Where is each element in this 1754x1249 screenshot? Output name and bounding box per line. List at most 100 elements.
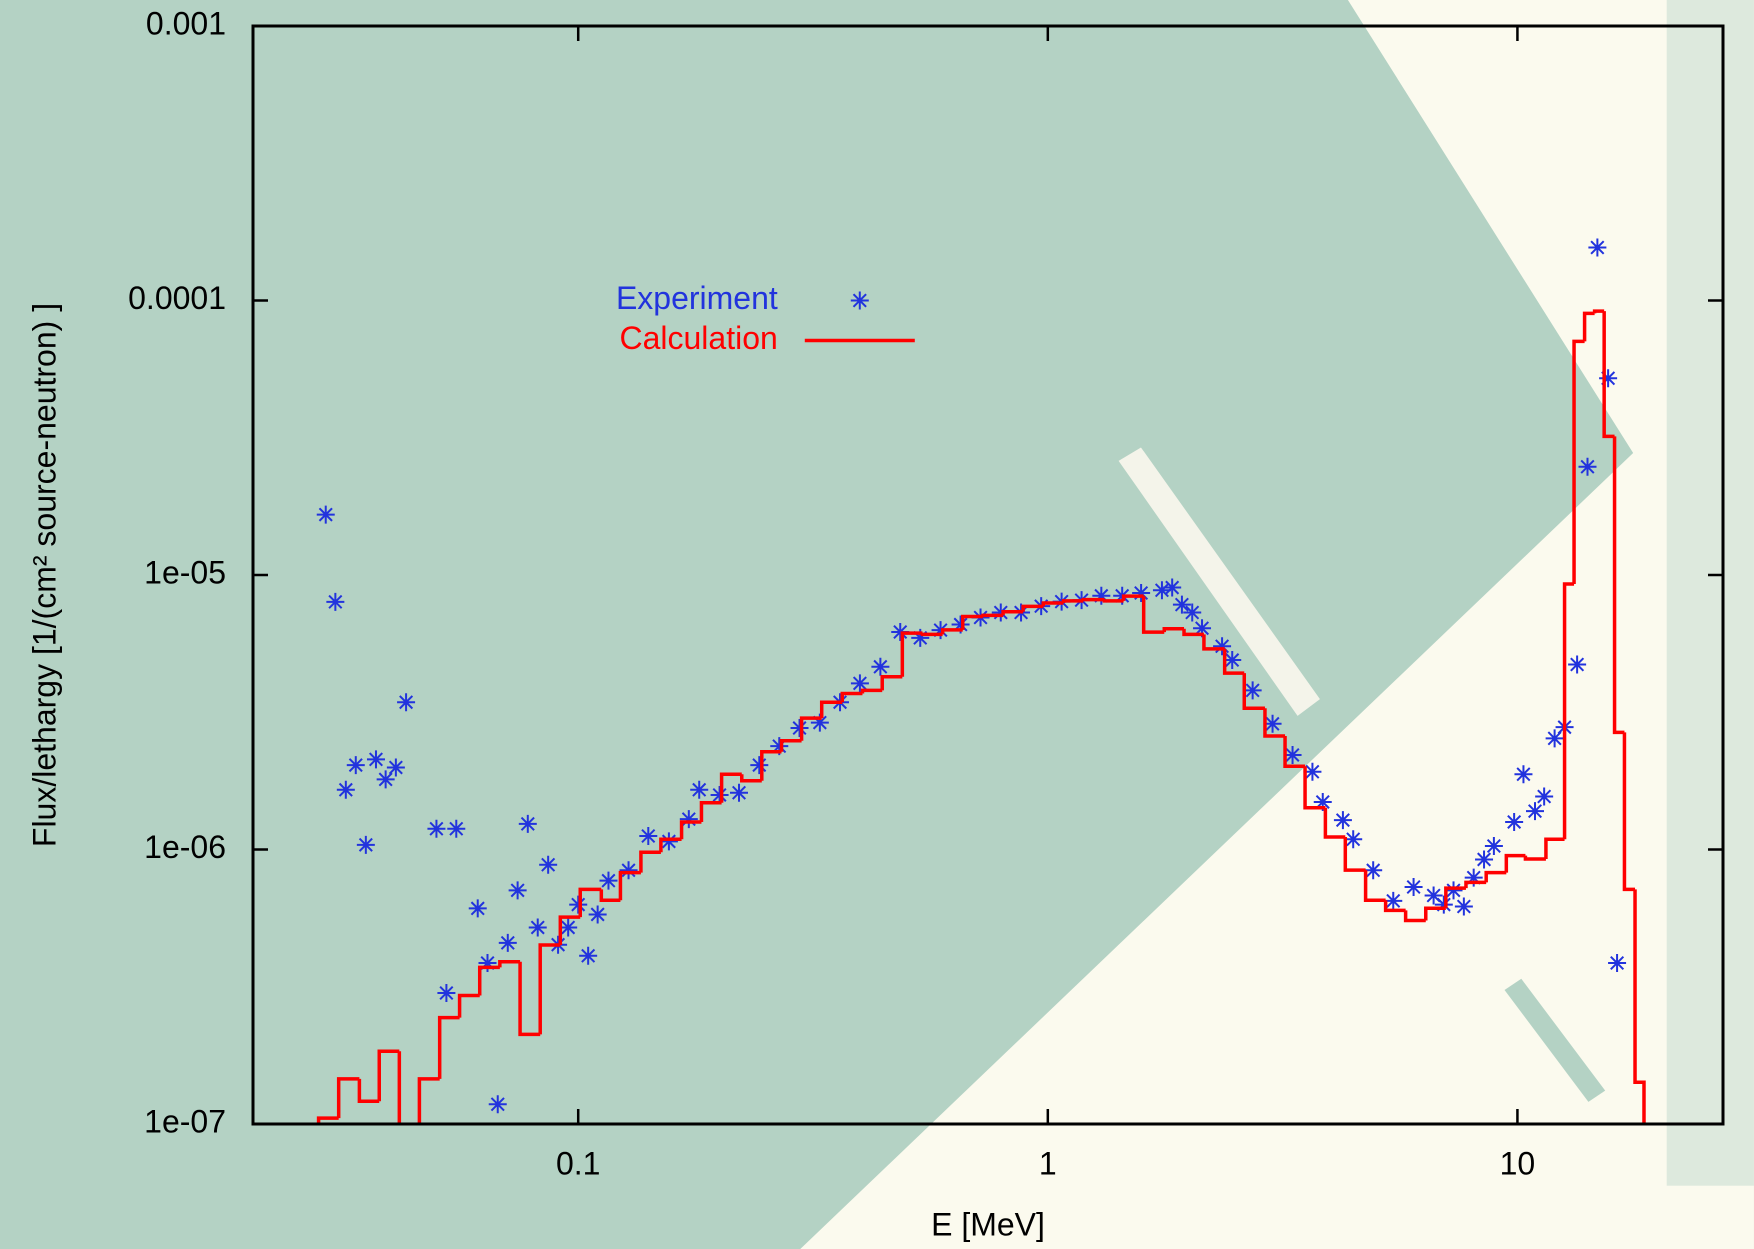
histogram-step — [961, 614, 984, 630]
histogram-step — [1464, 880, 1487, 889]
data-point — [1434, 895, 1453, 914]
data-point — [1578, 457, 1597, 476]
data-point — [386, 758, 405, 777]
data-point — [1172, 595, 1191, 614]
data-point — [326, 592, 345, 611]
x-tick-label: 1 — [1039, 1145, 1057, 1181]
data-point — [579, 946, 598, 965]
histogram-step — [377, 1049, 400, 1102]
data-point — [891, 622, 910, 641]
histogram-step — [779, 738, 802, 752]
data-point — [1424, 886, 1443, 905]
histogram-step — [1612, 436, 1625, 735]
data-point — [690, 780, 709, 799]
histogram-step — [1102, 599, 1124, 603]
data-point — [1588, 238, 1607, 257]
data-point — [1545, 729, 1564, 748]
histogram-step — [477, 965, 500, 996]
histogram-step — [599, 889, 621, 903]
legend-symbol — [850, 291, 869, 310]
data-point — [619, 861, 638, 880]
y-tick-label: 1e-05 — [144, 554, 226, 590]
data-point — [356, 835, 375, 854]
histogram-step — [1202, 634, 1225, 651]
data-point — [376, 770, 395, 789]
histogram-step — [437, 1015, 460, 1079]
data-point — [1132, 583, 1151, 602]
histogram-step — [760, 750, 782, 781]
data-point — [1223, 651, 1242, 670]
histogram-step — [1242, 673, 1265, 711]
histogram-step — [1363, 870, 1386, 903]
histogram-step — [1343, 837, 1366, 872]
histogram-step — [1592, 309, 1605, 314]
data-point — [468, 899, 487, 918]
data-point — [1344, 830, 1363, 849]
histogram-step — [1523, 855, 1546, 861]
data-point — [1384, 891, 1403, 910]
data-point — [871, 657, 890, 676]
data-point — [679, 810, 698, 829]
histogram-step — [1602, 311, 1615, 439]
histogram-step — [679, 820, 702, 840]
histogram-step — [316, 1116, 339, 1124]
data-point — [599, 871, 618, 890]
x-tick-label: 10 — [1500, 1145, 1536, 1181]
background-bar-small — [1504, 978, 1606, 1102]
background-bar — [1118, 447, 1320, 716]
data-point — [1514, 765, 1533, 784]
histogram-step — [920, 632, 943, 637]
data-point — [1092, 586, 1111, 605]
y-axis-label: Flux/lethargy [1/(cm² source-neutron) ] — [26, 303, 62, 847]
histogram-step — [457, 993, 480, 1018]
histogram-step — [1572, 339, 1585, 585]
data-point — [316, 505, 335, 524]
data-point — [1163, 578, 1182, 597]
histogram-step — [1263, 708, 1286, 738]
background-cream — [800, 0, 1754, 1249]
data-point — [447, 819, 466, 838]
histogram-step — [1041, 601, 1064, 607]
histogram-step — [740, 774, 762, 783]
histogram-step — [1222, 648, 1245, 675]
histogram-step — [1021, 604, 1044, 612]
histogram-step — [659, 837, 682, 853]
histogram-step — [1562, 582, 1575, 840]
data-point — [1568, 655, 1587, 674]
histogram-step — [1383, 900, 1406, 913]
histogram-step — [1582, 311, 1595, 342]
histogram-step — [558, 915, 581, 945]
data-point — [790, 719, 809, 738]
histogram-step — [1081, 597, 1105, 602]
data-point — [1193, 619, 1212, 638]
y-tick-label: 1e-07 — [144, 1103, 226, 1139]
histogram-step — [1403, 910, 1426, 923]
histogram-step — [1504, 853, 1526, 873]
plot-frame — [251, 24, 1725, 1126]
data-point — [569, 895, 588, 914]
histogram-step — [940, 628, 963, 635]
data-point — [528, 918, 547, 937]
histogram-step — [799, 716, 822, 741]
data-point — [1505, 812, 1524, 831]
histogram-step — [1182, 628, 1204, 637]
data-point — [750, 756, 769, 775]
data-point — [991, 603, 1010, 622]
data-point — [931, 621, 950, 640]
histogram-step — [840, 691, 863, 703]
x-axis-label: E [MeV] — [931, 1206, 1045, 1242]
data-point — [588, 905, 607, 924]
data-point — [397, 693, 416, 712]
histogram-step — [1424, 906, 1446, 921]
histogram-step — [357, 1078, 380, 1104]
data-point — [1444, 881, 1463, 900]
data-point — [1535, 787, 1554, 806]
data-point — [1313, 792, 1332, 811]
histogram-step — [819, 700, 843, 719]
y-tick-label: 0.0001 — [128, 280, 226, 316]
histogram-step — [719, 772, 742, 803]
data-point — [559, 918, 578, 937]
data-point — [850, 674, 869, 693]
